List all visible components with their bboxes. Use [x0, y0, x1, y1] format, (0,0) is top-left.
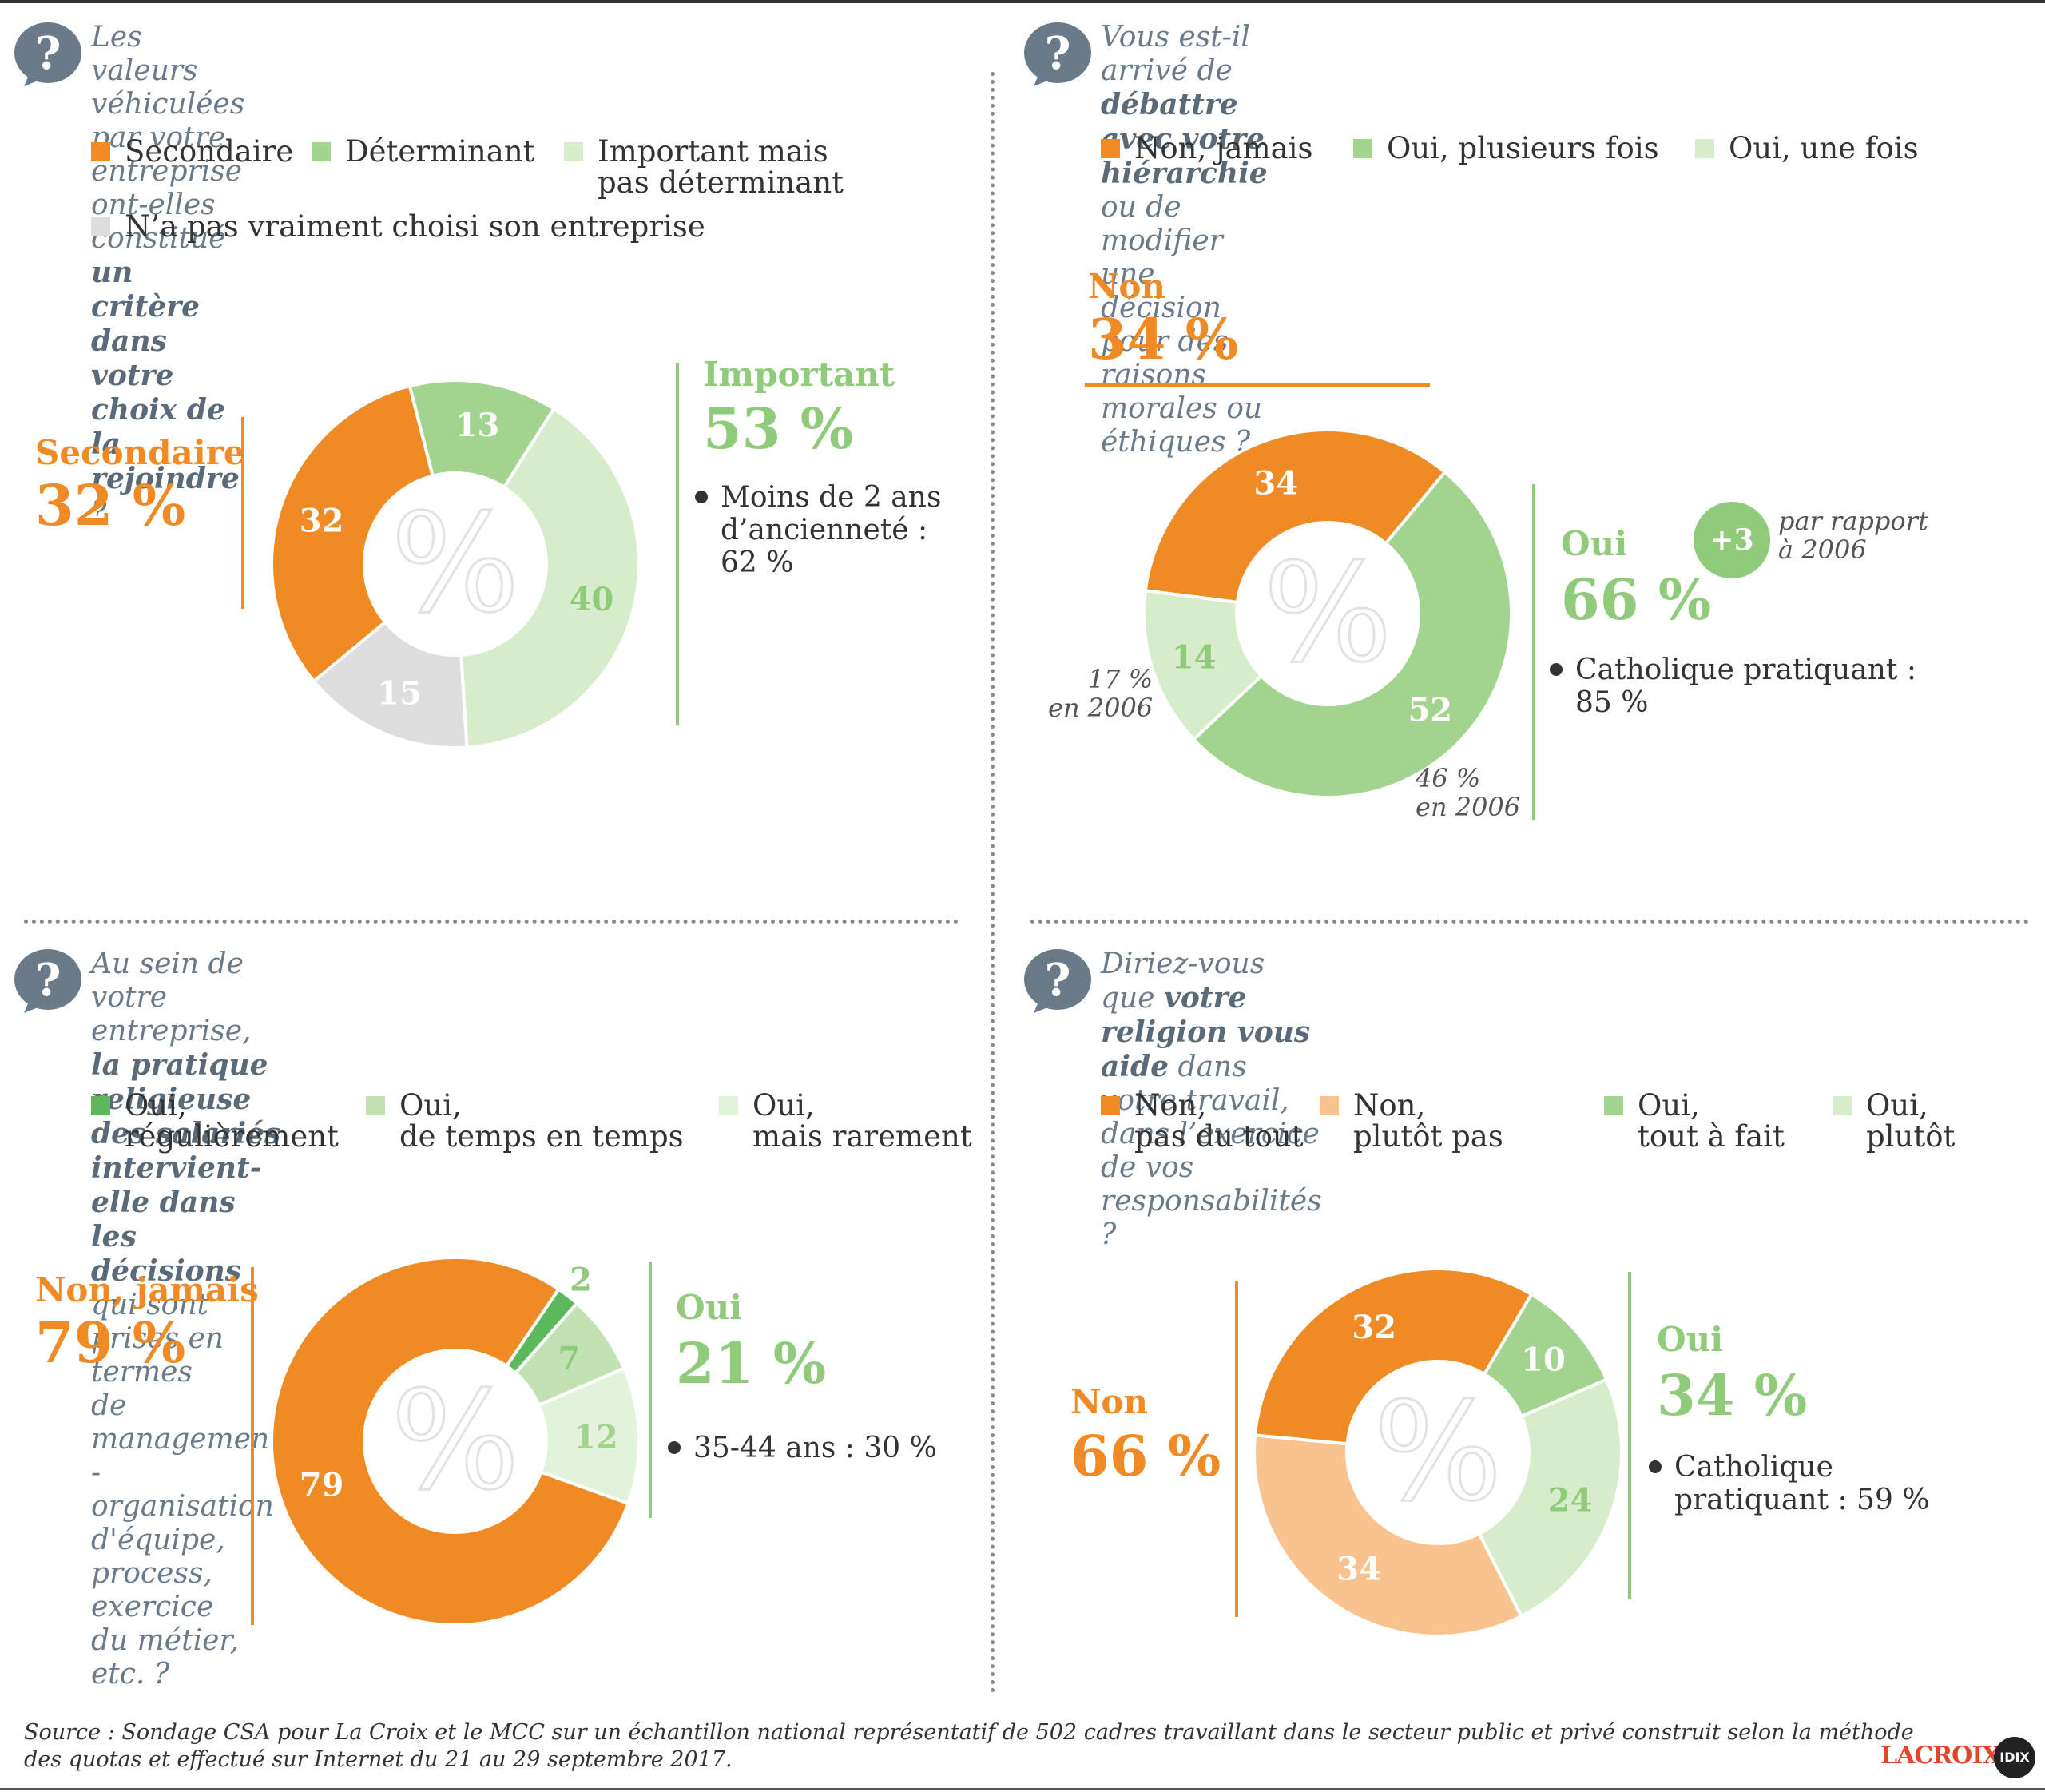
svg-text:?: ?: [1045, 27, 1071, 80]
change-badge: +3: [1694, 502, 1770, 578]
slice-value-label: 32: [300, 503, 344, 540]
slice-value-label: 34: [1336, 1551, 1381, 1588]
slice-value-label: 7: [558, 1341, 580, 1378]
question-text-part: Vous est-il arrivé de: [1101, 21, 1250, 87]
horizontal-divider-right: [1030, 920, 2029, 924]
idix-logo: IDIX: [1994, 1737, 2035, 1778]
right-bar: [676, 363, 679, 725]
right-bar: [1628, 1272, 1631, 1599]
left-underline: [1085, 383, 1430, 387]
svg-text:?: ?: [35, 954, 62, 1007]
slice-value-label: 12: [574, 1418, 618, 1456]
left-bar: [241, 417, 244, 609]
donut-slice: [1477, 1377, 1623, 1619]
slice-value-label: 79: [300, 1466, 344, 1504]
change-badge-text: par rapport à 2006: [1778, 506, 1928, 565]
vertical-divider: [991, 72, 995, 1694]
question-text-part: dans l’exercice de vos responsabilités ?: [1101, 1118, 1322, 1251]
question-icon: ?: [1024, 22, 1091, 86]
left-label: Non: [1070, 1382, 1148, 1421]
question-text-part: du métier, etc. ?: [91, 1624, 240, 1691]
bottom-rule: [0, 1788, 2045, 1790]
slice-value-label: 14: [1172, 638, 1217, 676]
svg-text:?: ?: [1045, 954, 1071, 1007]
donut-slice: [1253, 1267, 1534, 1446]
right-label: Important: [703, 355, 895, 394]
top-rule: [0, 0, 2045, 3]
donut-slice: [311, 619, 469, 749]
slice-value-label: 40: [570, 581, 614, 618]
right-bar: [1532, 484, 1535, 820]
question-text: Les valeurs véhiculées par votre entrepr…: [91, 21, 244, 530]
slice-value-label: 13: [455, 407, 500, 444]
right-label: Oui: [1657, 1320, 1724, 1359]
right-percent: 53 %: [703, 395, 854, 462]
right-percent: 21 %: [676, 1330, 827, 1397]
question-text: Au sein de votre entreprise, la pratique…: [91, 948, 281, 1691]
donut-slice: [270, 383, 435, 684]
question-icon: ?: [1024, 949, 1091, 1013]
donut-slice: [1191, 469, 1513, 799]
left-bar: [1235, 1281, 1238, 1617]
svg-text:?: ?: [35, 27, 62, 80]
question-text: Vous est-il arrivé de débattre avec votr…: [1101, 21, 1268, 459]
donut-chart-2: 52 14 34%: [1142, 428, 1513, 799]
question-icon: ?: [14, 22, 81, 86]
right-bar: [649, 1262, 652, 1518]
left-label: Non, jamais: [35, 1270, 259, 1309]
slice-value-label: 24: [1548, 1482, 1593, 1520]
question-text-part: votre religion vous aide: [1101, 981, 1311, 1083]
donut-chart-4: 10 24 34 32%: [1253, 1267, 1623, 1638]
right-label: Oui: [1561, 524, 1628, 563]
right-label: Oui: [676, 1288, 743, 1327]
percent-symbol-icon: %: [391, 485, 520, 643]
question-icon: ?: [14, 949, 81, 1013]
history-note-2006-b: 46 % en 2006: [1416, 763, 1521, 822]
slice-value-label: 15: [377, 675, 422, 713]
horizontal-divider-left: [24, 920, 959, 924]
donut-slice: [1143, 428, 1447, 604]
question-text-part: qui sont prises en termes: [91, 1289, 224, 1389]
percent-symbol-icon: %: [391, 1362, 520, 1520]
question-text-part: intervient-elle dans les décisions: [91, 1151, 262, 1288]
left-label: Non: [1088, 267, 1165, 306]
question-text-part: ?: [91, 496, 107, 529]
question-text-part: Les valeurs véhiculées par votre entrepr…: [91, 21, 245, 255]
question-text-part: débattre avec votre hiérarchie: [1101, 88, 1268, 190]
question-text-part: la pratique religieuse des salariés: [91, 1048, 281, 1150]
question-text-part: Au sein de votre entreprise,: [91, 948, 252, 1047]
question-text-part: ou de modifier: [1101, 191, 1223, 257]
right-percent: 66 %: [1561, 566, 1712, 633]
donut-slice: [1253, 1433, 1524, 1638]
right-percent: 34 %: [1657, 1362, 1808, 1428]
slice-value-label: 2: [570, 1262, 592, 1299]
question-text-part: un critère dans votre choix de la rejoin…: [91, 256, 240, 495]
slice-value-label: 34: [1253, 464, 1298, 502]
donut-slice: [459, 407, 641, 749]
question-text-part: Diriez-vous que: [1101, 948, 1265, 1015]
history-note-2006-a: 17 % en 2006: [1048, 664, 1154, 723]
percent-symbol-icon: %: [1263, 534, 1392, 693]
slice-value-label: 32: [1352, 1309, 1396, 1346]
left-label: Secondaire: [35, 433, 245, 472]
source-note: Source : Sondage CSA pour La Croix et le…: [24, 1720, 1914, 1772]
question-text: Diriez-vous que votre religion vous aide…: [1101, 948, 1322, 1252]
left-percent: 32 %: [35, 472, 186, 538]
question-text-part: dans votre travail,: [1101, 1051, 1289, 1117]
slice-value-label: 52: [1408, 691, 1452, 729]
left-percent: 79 %: [35, 1309, 186, 1376]
la-croix-logo: LACROIX: [1880, 1742, 2001, 1770]
donut-slice: [270, 1256, 630, 1627]
donut-chart-3: 2 7 12 79%: [270, 1256, 641, 1627]
donut-chart-1: 13 40 15 32%: [270, 379, 641, 749]
left-bar: [251, 1267, 254, 1625]
donut-slice: [1142, 588, 1264, 742]
slice-value-label: 10: [1521, 1341, 1566, 1379]
left-percent: 34 %: [1088, 306, 1239, 372]
left-percent: 66 %: [1070, 1423, 1221, 1489]
question-text-part: de management - organisation d'équipe, p…: [91, 1389, 281, 1623]
percent-symbol-icon: %: [1373, 1373, 1503, 1532]
